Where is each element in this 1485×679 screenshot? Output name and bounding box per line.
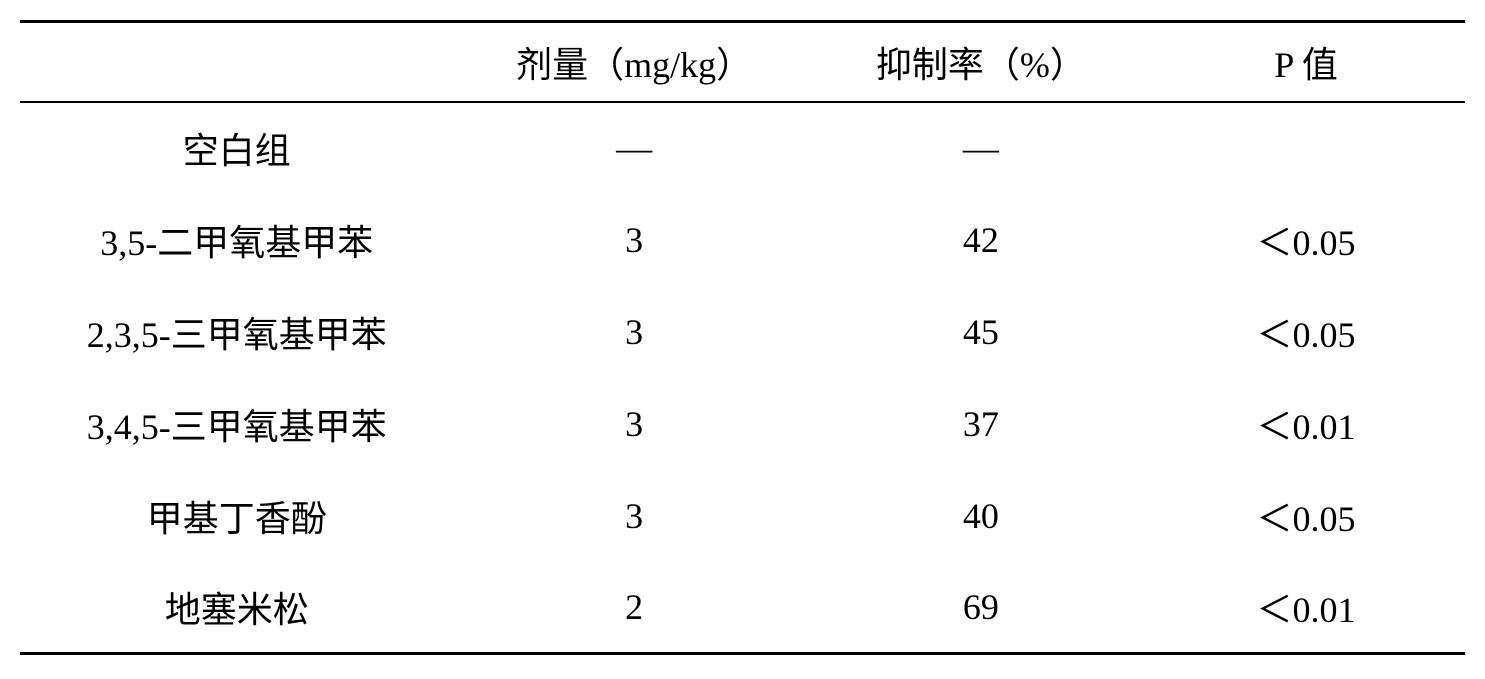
cell-inhibition: 42: [815, 194, 1147, 286]
col-header-name: [20, 22, 454, 102]
cell-inhibition: 40: [815, 470, 1147, 562]
cell-pvalue: ＜0.05: [1147, 470, 1465, 562]
cell-inhibition: 45: [815, 286, 1147, 378]
col-header-dose: 剂量（mg/kg）: [454, 22, 815, 102]
table-row: 2,3,5-三甲氧基甲苯 3 45 ＜0.05: [20, 286, 1465, 378]
cell-dose: 3: [454, 470, 815, 562]
cell-pvalue: ＜0.01: [1147, 378, 1465, 470]
table-row: 空白组 — —: [20, 102, 1465, 194]
table-row: 3,4,5-三甲氧基甲苯 3 37 ＜0.01: [20, 378, 1465, 470]
table-header-row: 剂量（mg/kg） 抑制率（%） P 值: [20, 22, 1465, 102]
col-header-inhibition: 抑制率（%）: [815, 22, 1147, 102]
data-table: 剂量（mg/kg） 抑制率（%） P 值 空白组 — — 3,5-二甲氧基甲苯 …: [20, 20, 1465, 655]
cell-dose: 3: [454, 378, 815, 470]
cell-pvalue: ＜0.05: [1147, 194, 1465, 286]
cell-dose: —: [454, 102, 815, 194]
cell-pvalue: ＜0.01: [1147, 562, 1465, 654]
cell-pvalue: ＜0.05: [1147, 286, 1465, 378]
table-row: 甲基丁香酚 3 40 ＜0.05: [20, 470, 1465, 562]
data-table-container: 剂量（mg/kg） 抑制率（%） P 值 空白组 — — 3,5-二甲氧基甲苯 …: [20, 20, 1465, 655]
cell-pvalue: [1147, 102, 1465, 194]
table-row: 3,5-二甲氧基甲苯 3 42 ＜0.05: [20, 194, 1465, 286]
cell-name: 3,5-二甲氧基甲苯: [20, 194, 454, 286]
cell-inhibition: 69: [815, 562, 1147, 654]
cell-inhibition: 37: [815, 378, 1147, 470]
cell-dose: 3: [454, 194, 815, 286]
cell-name: 2,3,5-三甲氧基甲苯: [20, 286, 454, 378]
cell-dose: 3: [454, 286, 815, 378]
cell-name: 3,4,5-三甲氧基甲苯: [20, 378, 454, 470]
cell-name: 甲基丁香酚: [20, 470, 454, 562]
table-row: 地塞米松 2 69 ＜0.01: [20, 562, 1465, 654]
cell-dose: 2: [454, 562, 815, 654]
col-header-pvalue: P 值: [1147, 22, 1465, 102]
cell-inhibition: —: [815, 102, 1147, 194]
cell-name: 地塞米松: [20, 562, 454, 654]
cell-name: 空白组: [20, 102, 454, 194]
